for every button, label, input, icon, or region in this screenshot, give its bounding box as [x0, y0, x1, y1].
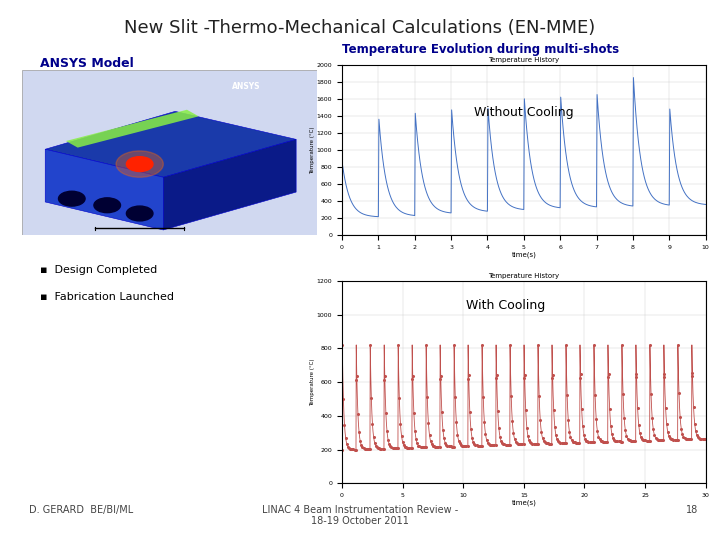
Text: ANSYS: ANSYS: [232, 82, 260, 91]
X-axis label: time(s): time(s): [511, 251, 536, 258]
Text: Temperature Evolution during multi-shots: Temperature Evolution during multi-shots: [342, 43, 619, 56]
Text: ▪  Fabrication Launched: ▪ Fabrication Launched: [40, 292, 174, 302]
Polygon shape: [45, 149, 163, 230]
Circle shape: [127, 206, 153, 221]
X-axis label: time(s): time(s): [511, 500, 536, 506]
Polygon shape: [163, 139, 296, 230]
Title: Temperature History: Temperature History: [488, 273, 559, 279]
Circle shape: [58, 191, 85, 206]
Circle shape: [116, 151, 163, 177]
Circle shape: [127, 157, 153, 172]
Text: ANSYS Model: ANSYS Model: [40, 57, 133, 70]
Text: With Cooling: With Cooling: [466, 299, 545, 312]
Y-axis label: Temperature (°C): Temperature (°C): [310, 126, 315, 173]
Text: 18: 18: [686, 505, 698, 515]
FancyBboxPatch shape: [22, 70, 317, 235]
Text: D. GERARD  BE/BI/ML: D. GERARD BE/BI/ML: [29, 505, 133, 515]
Circle shape: [94, 198, 120, 213]
Text: Without Cooling: Without Cooling: [474, 106, 574, 119]
Text: LINAC 4 Beam Instrumentation Review -
18-19 October 2011: LINAC 4 Beam Instrumentation Review - 18…: [262, 505, 458, 526]
Polygon shape: [45, 111, 296, 177]
Polygon shape: [66, 110, 199, 147]
Title: Temperature History: Temperature History: [488, 57, 559, 63]
Text: ▪  Design Completed: ▪ Design Completed: [40, 265, 157, 275]
Text: New Slit -Thermo-Mechanical Calculations (EN-MME): New Slit -Thermo-Mechanical Calculations…: [125, 19, 595, 37]
Y-axis label: Temperature (°C): Temperature (°C): [310, 359, 315, 406]
